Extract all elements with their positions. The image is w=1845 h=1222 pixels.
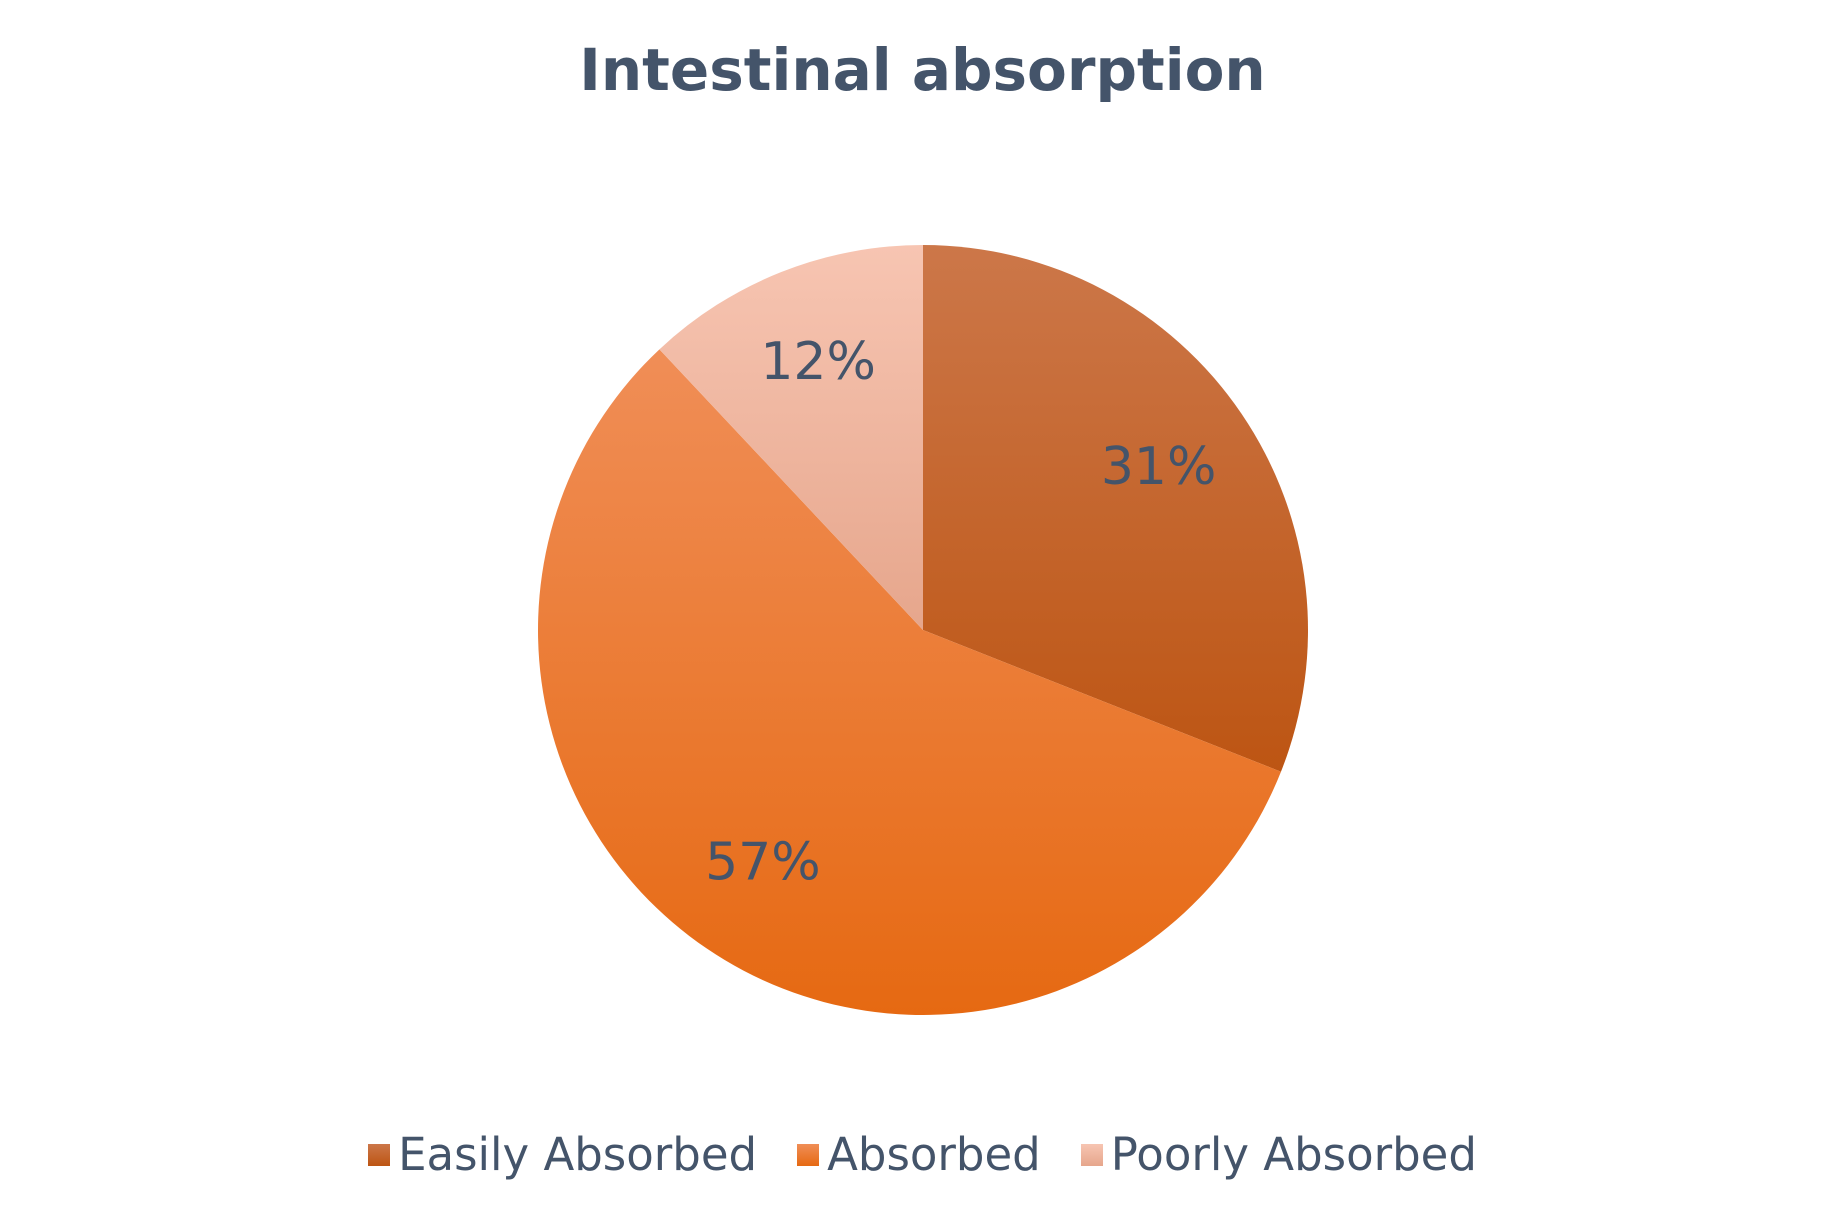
pie-slice-poorly-absorbed — [659, 245, 923, 630]
legend-label: Poorly Absorbed — [1110, 1128, 1477, 1181]
legend-item-poorly-absorbed: Poorly Absorbed — [1080, 1128, 1477, 1181]
legend-swatch — [1080, 1143, 1103, 1166]
legend-swatch — [797, 1143, 820, 1166]
pie-slice-easily-absorbed — [923, 245, 1308, 772]
legend-label: Absorbed — [827, 1128, 1041, 1181]
pie-slice-absorbed — [538, 349, 1281, 1015]
slice-label: 12% — [760, 332, 876, 392]
legend-item-absorbed: Absorbed — [797, 1128, 1041, 1181]
legend-label: Easily Absorbed — [398, 1128, 758, 1181]
legend: Easily Absorbed Absorbed Poorly Absorbed — [0, 1128, 1845, 1181]
legend-item-easily-absorbed: Easily Absorbed — [368, 1128, 757, 1181]
legend-swatch — [368, 1143, 391, 1166]
chart-title: Intestinal absorption — [579, 36, 1266, 104]
slice-label: 57% — [705, 833, 821, 893]
slice-label: 31% — [1101, 437, 1217, 497]
